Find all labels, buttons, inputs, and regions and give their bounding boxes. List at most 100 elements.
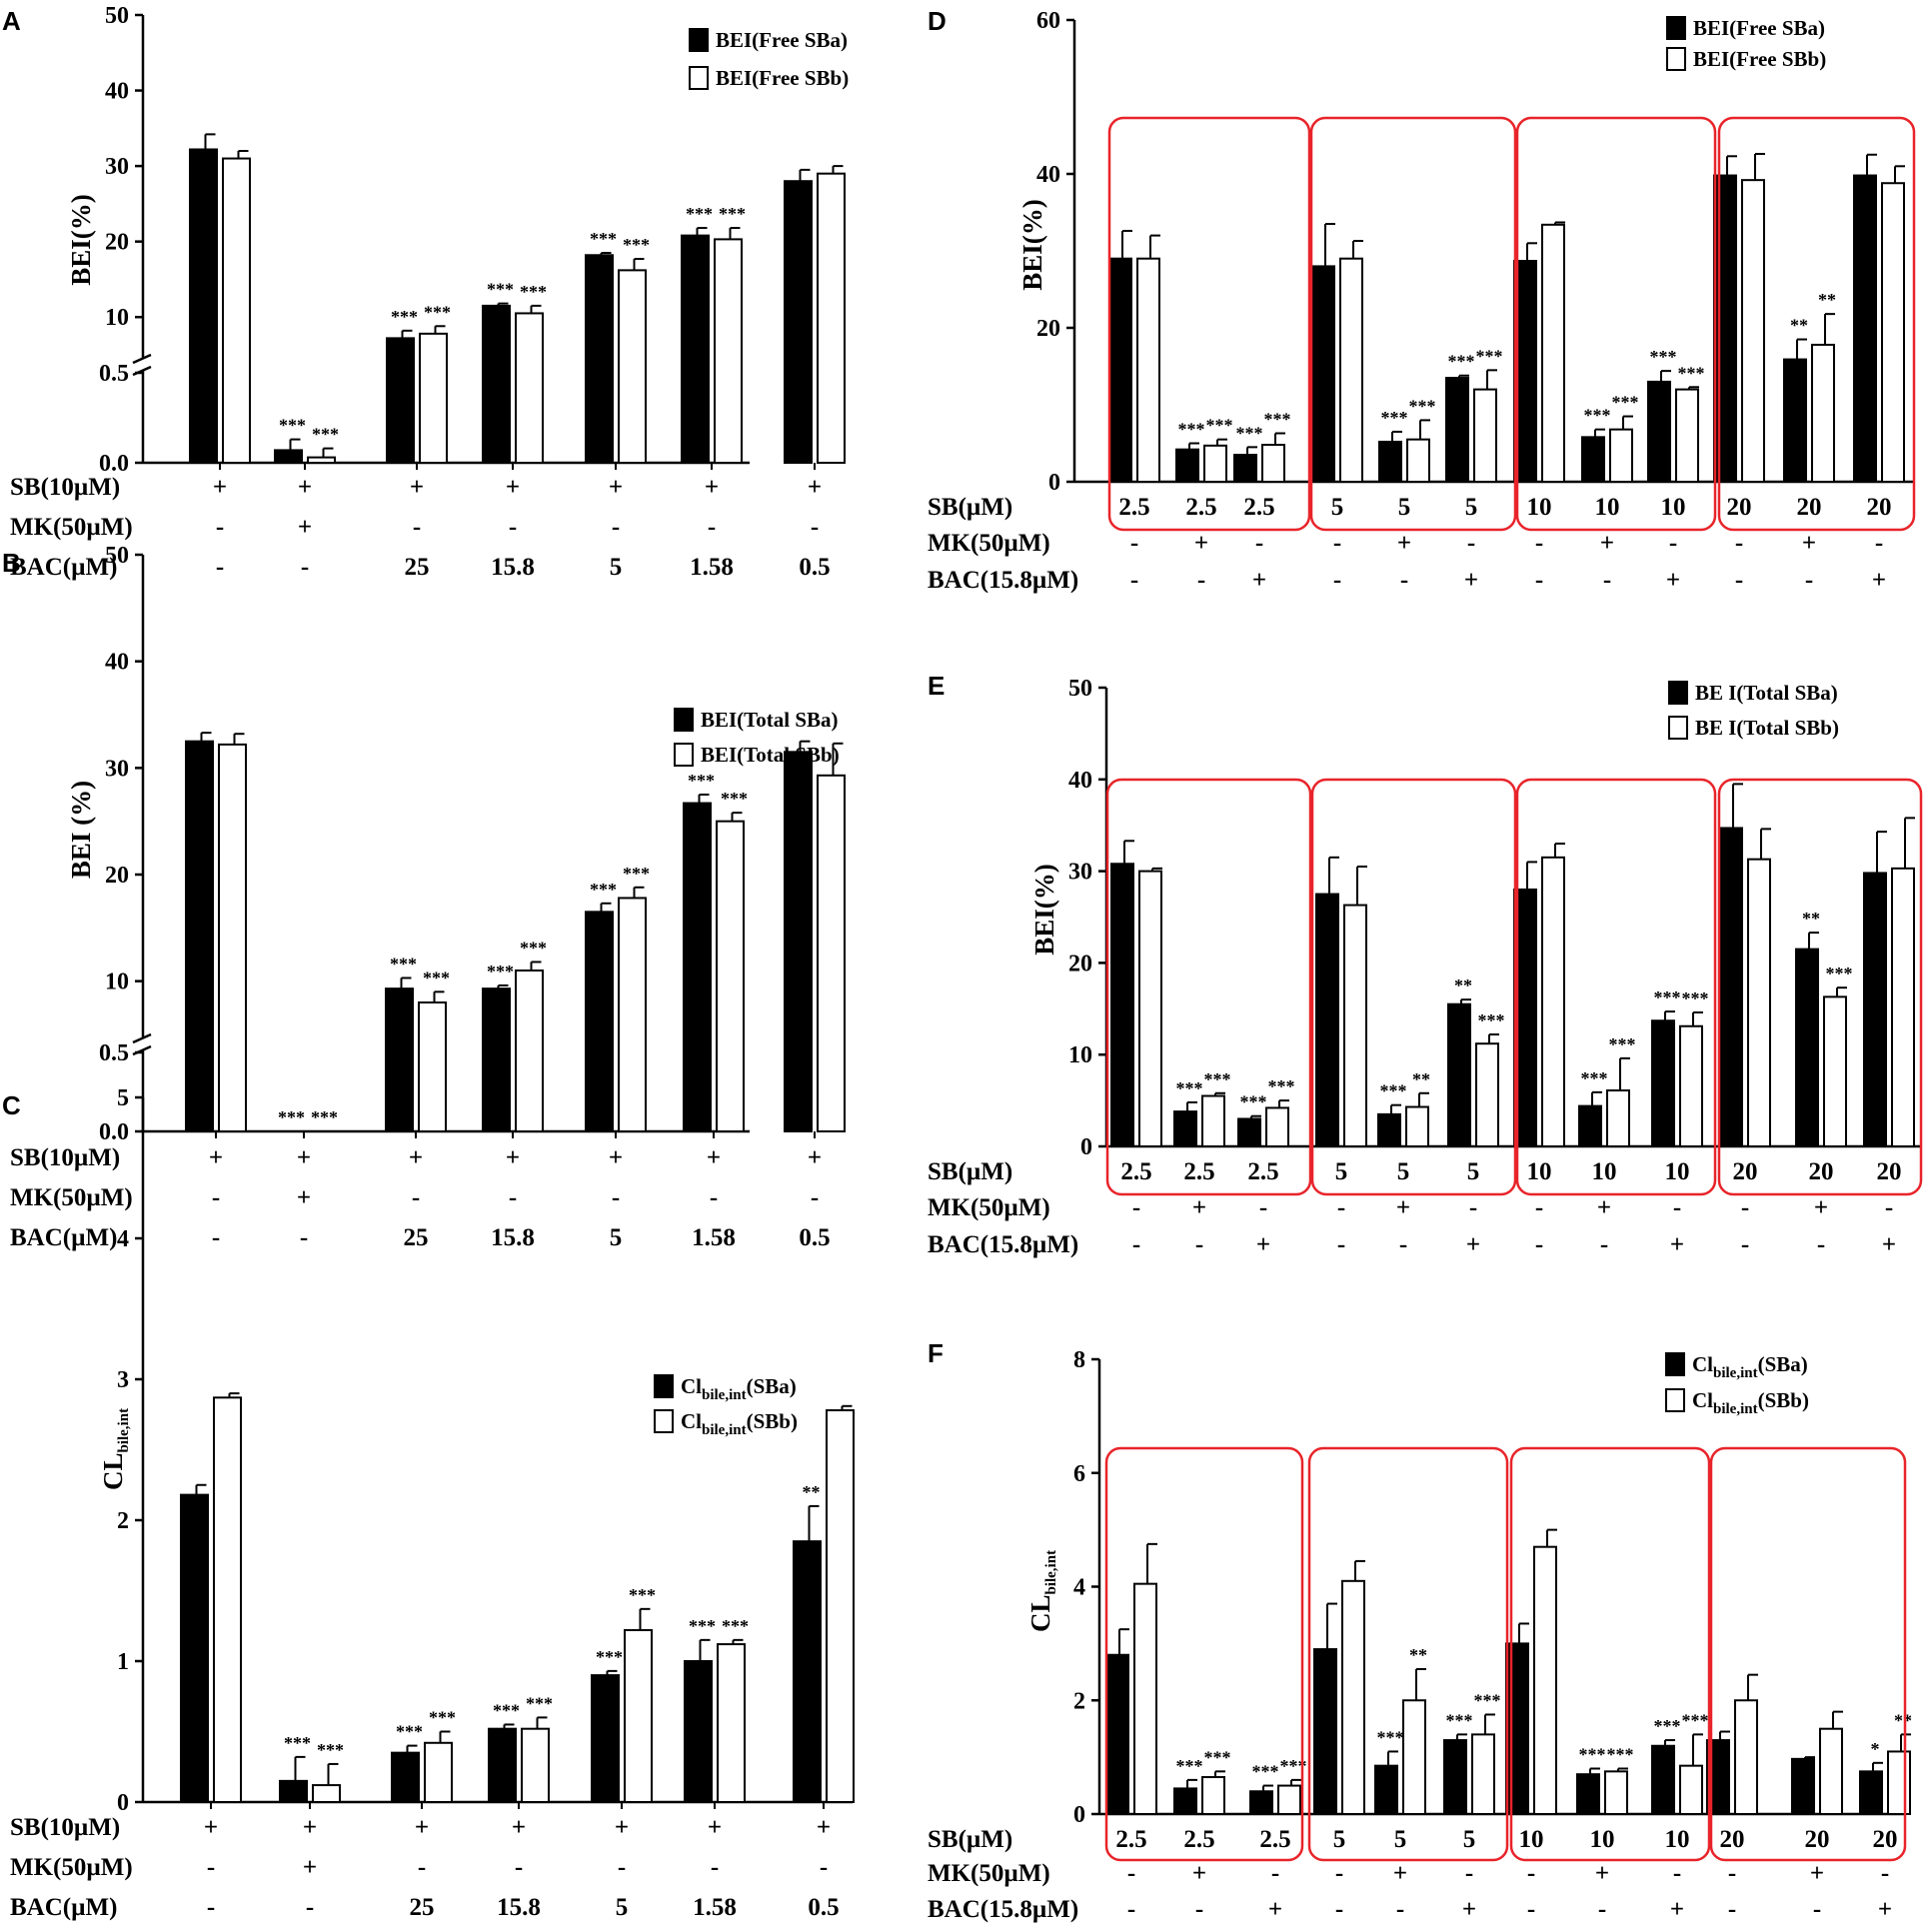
bar xyxy=(1447,1002,1471,1148)
condition-value: - xyxy=(509,514,517,541)
condition-value: + xyxy=(213,474,227,501)
condition-value: - xyxy=(1400,567,1408,594)
group-box xyxy=(1709,1446,1907,1862)
condition-value: + xyxy=(297,1184,311,1211)
condition-row-label: BAC(15.8µM) xyxy=(928,567,1078,594)
significance-label: *** xyxy=(1678,363,1705,383)
legend-swatch xyxy=(1665,1352,1685,1376)
bar xyxy=(1201,1776,1225,1815)
condition-value: - xyxy=(1535,567,1543,594)
bar xyxy=(1341,1579,1365,1815)
condition-value: - xyxy=(1465,1860,1473,1887)
legend-label: Clbile,int(SBa) xyxy=(681,1374,797,1403)
group-box xyxy=(1515,778,1717,1196)
significance-label: *** xyxy=(429,1708,456,1728)
condition-value: 5 xyxy=(1467,1158,1480,1185)
bar xyxy=(307,456,336,465)
y-tick-label: 60 xyxy=(1036,8,1060,34)
condition-value: - xyxy=(1271,1860,1279,1887)
condition-value: 5 xyxy=(1333,1826,1346,1853)
bar xyxy=(1374,1764,1398,1815)
condition-row-label: SB(µM) xyxy=(928,494,1012,521)
significance-label: *** xyxy=(520,938,547,958)
y-tick-label: 2 xyxy=(1073,1688,1085,1714)
group-box xyxy=(1717,778,1923,1196)
condition-value: 10 xyxy=(1595,494,1620,521)
condition-value: - xyxy=(301,554,309,581)
condition-value: - xyxy=(1535,1231,1543,1258)
significance-label: *** xyxy=(1682,988,1709,1008)
significance-label: ** xyxy=(1412,1069,1430,1089)
significance-label: *** xyxy=(1446,1710,1473,1730)
condition-value: + xyxy=(1462,1896,1476,1923)
condition-value: 2.5 xyxy=(1120,1158,1151,1185)
significance-label: *** xyxy=(311,1107,338,1127)
condition-value: - xyxy=(1399,1231,1407,1258)
condition-value: 5 xyxy=(610,554,623,581)
panel-label: A xyxy=(2,6,21,36)
significance-label: ** xyxy=(1894,1710,1912,1730)
bar xyxy=(1315,893,1339,1147)
condition-value: 20 xyxy=(1720,1826,1745,1853)
condition-value: - xyxy=(1673,1860,1681,1887)
bar xyxy=(1110,863,1134,1147)
panel-A: A 0.0 0.5 10 20 30 40 50 BEI(%) *** *** *** *** *** **… xyxy=(2,3,849,581)
condition-value: - xyxy=(1598,1896,1606,1923)
legend-swatch xyxy=(1665,1388,1685,1412)
legend-swatch xyxy=(1668,716,1688,740)
condition-value: + xyxy=(204,1814,218,1841)
condition-value: 1.58 xyxy=(692,1224,736,1251)
significance-label: *** xyxy=(590,229,617,249)
bar xyxy=(488,1727,517,1804)
bar xyxy=(1853,174,1877,483)
condition-value: + xyxy=(705,474,719,501)
significance-label: *** xyxy=(1826,964,1853,983)
bar xyxy=(1795,948,1819,1147)
condition-value: 2.5 xyxy=(1183,1158,1214,1185)
bar xyxy=(418,1001,447,1132)
bar xyxy=(1675,388,1699,484)
condition-value: + xyxy=(817,1814,831,1841)
bar xyxy=(1651,1019,1675,1148)
y-tick-label: 10 xyxy=(1068,1042,1092,1068)
panel-B: B 0.0 0.5 10 20 30 40 50 BEI (%) *** *** *** *** *** *… xyxy=(2,543,846,1251)
significance-label: *** xyxy=(278,1107,305,1127)
bar xyxy=(1606,1089,1630,1147)
condition-value: - xyxy=(1741,1231,1749,1258)
bar xyxy=(585,911,614,1132)
bar xyxy=(1887,1750,1911,1815)
significance-label: *** xyxy=(1609,1034,1636,1054)
y-tick-label: 20 xyxy=(1036,316,1060,342)
y-tick-label: 0.0 xyxy=(99,451,129,477)
condition-value: - xyxy=(515,1854,523,1881)
bar xyxy=(218,743,247,1132)
condition-value: + xyxy=(1192,1860,1206,1887)
significance-label: *** xyxy=(396,1722,423,1742)
legend-swatch xyxy=(674,743,694,767)
condition-value: - xyxy=(710,1184,718,1211)
condition-value: + xyxy=(1878,1896,1892,1923)
y-tick-label: 3 xyxy=(117,1367,129,1393)
condition-value: + xyxy=(410,474,424,501)
condition-value: - xyxy=(1195,1231,1203,1258)
bar xyxy=(1108,257,1132,484)
bar xyxy=(716,820,745,1133)
condition-row-label: BAC(µM) xyxy=(10,1894,117,1921)
significance-label: *** xyxy=(590,880,617,900)
y-axis-label: CLbile,int xyxy=(98,1408,132,1490)
condition-value: + xyxy=(209,1144,223,1171)
condition-value: - xyxy=(1130,530,1138,557)
group-box xyxy=(1309,116,1517,532)
bar xyxy=(624,1628,653,1803)
condition-value: 2.5 xyxy=(1243,494,1274,521)
bar xyxy=(591,1674,620,1803)
legend-label: BEI(Free SBa) xyxy=(1693,16,1825,40)
condition-value: + xyxy=(303,1854,317,1881)
significance-label: *** xyxy=(1478,1010,1505,1030)
condition-value: - xyxy=(820,1854,828,1881)
bar xyxy=(1505,1642,1529,1815)
significance-label: *** xyxy=(487,962,514,981)
condition-value: - xyxy=(1817,1231,1825,1258)
bar xyxy=(618,269,647,464)
condition-value: - xyxy=(1728,1860,1736,1887)
